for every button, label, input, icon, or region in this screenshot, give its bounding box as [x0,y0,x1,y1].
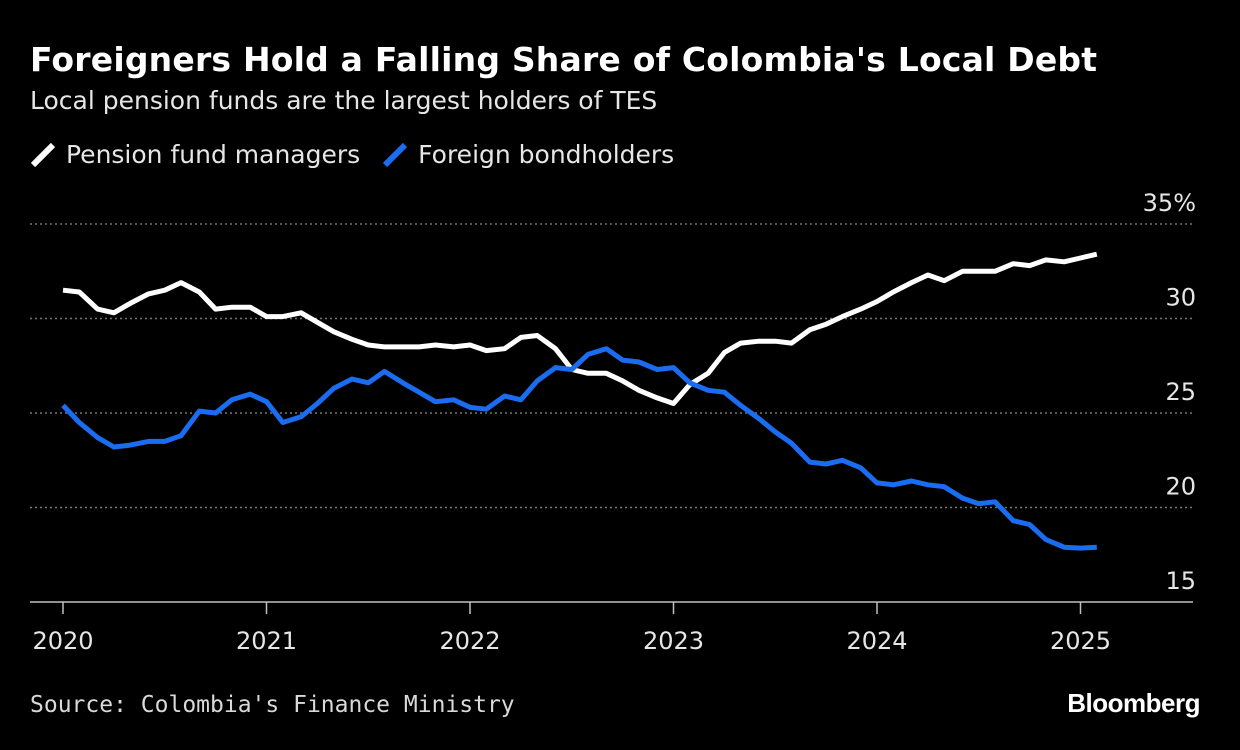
x-tick-label: 2024 [846,627,907,655]
y-tick-label: 30 [1165,284,1196,312]
y-tick-label: 25 [1165,378,1196,406]
legend-swatch-pension-icon [30,142,56,168]
chart-subtitle: Local pension funds are the largest hold… [30,86,658,115]
legend-swatch-foreign-icon [382,142,408,168]
legend-item-pension: Pension fund managers [30,140,360,169]
y-axis: 15 20 25 30 35% [1143,189,1196,595]
series-layer [61,251,1098,551]
source-note: Source: Colombia's Finance Ministry [30,692,515,718]
y-tick-label: 20 [1165,473,1196,501]
series-line-foreign [61,346,1097,551]
legend-item-foreign: Foreign bondholders [382,140,674,169]
x-axis: 2020 2021 2022 2023 2024 2025 [30,601,1193,655]
legend-label-foreign: Foreign bondholders [418,140,675,169]
series-line-pension [62,251,1098,406]
bloomberg-logo: Bloomberg [1067,688,1200,718]
chart-title: Foreigners Hold a Falling Share of Colom… [30,40,1098,79]
y-tick-label: 15 [1165,567,1196,595]
y-tick-label: 35% [1143,189,1196,217]
x-tick-label: 2023 [643,627,704,655]
x-tick-label: 2020 [32,627,93,655]
legend-label-pension: Pension fund managers [66,140,361,169]
legend: Pension fund managers Foreign bondholder… [30,140,696,169]
x-tick-label: 2022 [439,627,500,655]
x-tick-label: 2021 [236,627,297,655]
grid-layer [30,223,1193,509]
x-tick-label: 2025 [1050,627,1111,655]
